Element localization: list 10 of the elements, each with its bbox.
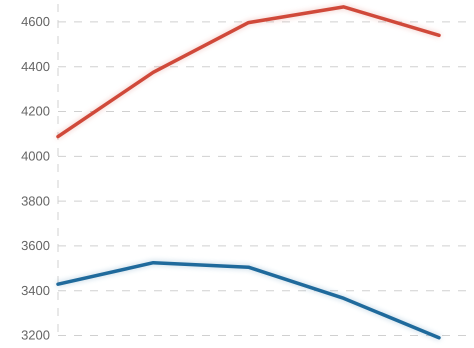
y-tick-label: 4000 <box>21 148 50 164</box>
y-tick-label: 3600 <box>21 238 50 254</box>
y-tick-label: 3800 <box>21 193 50 208</box>
y-tick-label: 4200 <box>21 104 50 119</box>
line-series <box>56 260 441 340</box>
line-series <box>56 5 441 138</box>
y-tick-label: 3400 <box>21 282 50 298</box>
y-tick-label: 4400 <box>21 58 50 74</box>
y-tick-label: 3200 <box>21 328 50 343</box>
y-tick-label: 4600 <box>21 14 50 30</box>
